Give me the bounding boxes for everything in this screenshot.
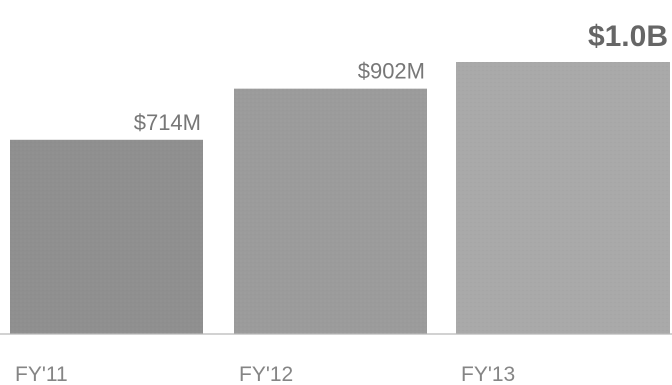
category-label-fy11: FY'11 xyxy=(15,363,68,385)
bars-group xyxy=(10,62,670,334)
category-label-fy13: FY'13 xyxy=(461,363,515,385)
category-labels-group: FY'11 FY'12 FY'13 xyxy=(15,363,515,385)
value-label-fy12: $902M xyxy=(358,59,425,84)
value-labels-group: $714M $902M $1.0B xyxy=(134,20,668,135)
category-label-fy12: FY'12 xyxy=(239,363,293,385)
value-label-fy13: $1.0B xyxy=(588,20,668,53)
bar-texture xyxy=(234,88,427,334)
value-label-fy11: $714M xyxy=(134,110,201,135)
bar-texture xyxy=(456,62,670,334)
bar-texture xyxy=(10,139,203,334)
